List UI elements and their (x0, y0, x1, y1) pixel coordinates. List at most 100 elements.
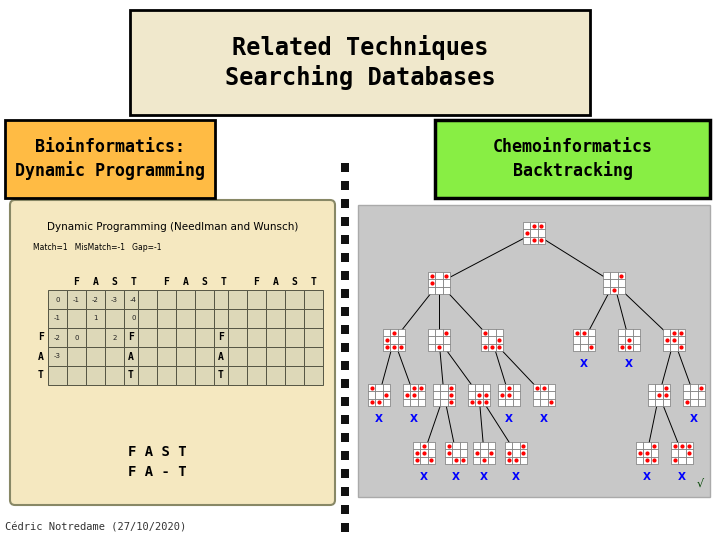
Bar (662, 392, 670, 399)
Bar (580, 336, 588, 343)
Bar (86, 309, 105, 328)
Text: Dynamic Programming (Needlman and Wunsch): Dynamic Programming (Needlman and Wunsch… (47, 222, 298, 232)
Bar (573, 343, 580, 351)
Bar (138, 347, 157, 366)
Text: X: X (410, 414, 418, 424)
Bar (448, 399, 455, 406)
Bar (611, 272, 618, 279)
Bar (214, 309, 233, 328)
Text: Chemoinformatics
Backtracking: Chemoinformatics Backtracking (492, 138, 652, 180)
Bar (157, 366, 176, 385)
Bar (603, 279, 611, 287)
Bar (481, 343, 488, 351)
Bar (48, 290, 67, 309)
Bar (588, 329, 595, 336)
Bar (488, 336, 495, 343)
Text: T: T (310, 277, 316, 287)
Bar (195, 328, 214, 347)
Bar (618, 287, 625, 294)
Bar (445, 457, 452, 464)
Bar (428, 336, 436, 343)
Bar (633, 343, 640, 351)
Bar (266, 290, 285, 309)
Bar (228, 309, 247, 328)
Bar (626, 343, 633, 351)
Text: -3: -3 (111, 296, 118, 302)
Bar (487, 457, 495, 464)
Bar (266, 347, 285, 366)
Bar (157, 328, 176, 347)
Text: A: A (38, 352, 44, 361)
Bar (481, 336, 488, 343)
Bar (523, 237, 531, 244)
Bar (482, 399, 490, 406)
Bar (678, 329, 685, 336)
Bar (304, 290, 323, 309)
Bar (683, 399, 690, 406)
Bar (678, 442, 685, 449)
Bar (341, 217, 349, 226)
Bar (505, 399, 513, 406)
Bar (475, 392, 482, 399)
Bar (285, 309, 304, 328)
Bar (436, 279, 443, 287)
Bar (698, 384, 705, 392)
Bar (685, 457, 693, 464)
Bar (428, 272, 436, 279)
Bar (468, 384, 475, 392)
Bar (443, 287, 450, 294)
Bar (368, 392, 375, 399)
Bar (498, 384, 505, 392)
Bar (520, 442, 527, 449)
Bar (452, 442, 459, 449)
Bar (436, 287, 443, 294)
Bar (473, 442, 480, 449)
Text: 0: 0 (131, 315, 136, 321)
Bar (403, 384, 410, 392)
Bar (611, 287, 618, 294)
Bar (176, 347, 195, 366)
Bar (481, 329, 488, 336)
Text: T: T (38, 370, 44, 381)
Text: S: S (292, 277, 297, 287)
Bar (538, 222, 545, 230)
Bar (433, 384, 441, 392)
Text: X: X (580, 359, 588, 369)
Bar (531, 222, 538, 230)
Bar (475, 399, 482, 406)
Bar (420, 457, 428, 464)
Bar (603, 272, 611, 279)
Bar (670, 336, 678, 343)
Bar (448, 384, 455, 392)
Bar (436, 329, 443, 336)
Bar (247, 366, 266, 385)
Bar (341, 379, 349, 388)
Bar (452, 457, 459, 464)
Bar (341, 415, 349, 424)
Bar (488, 329, 495, 336)
Bar (413, 457, 420, 464)
Bar (247, 290, 266, 309)
Bar (304, 309, 323, 328)
Bar (124, 309, 143, 328)
Bar (482, 384, 490, 392)
Bar (341, 253, 349, 262)
Bar (285, 366, 304, 385)
Bar (105, 290, 124, 309)
Text: √: √ (696, 479, 703, 489)
Bar (648, 399, 655, 406)
Bar (390, 336, 397, 343)
Bar (651, 442, 658, 449)
Bar (523, 230, 531, 237)
Bar (435, 120, 710, 198)
Bar (86, 290, 105, 309)
Bar (513, 399, 520, 406)
Bar (663, 343, 670, 351)
Bar (648, 392, 655, 399)
Bar (433, 399, 441, 406)
Bar (459, 449, 467, 457)
Bar (540, 399, 548, 406)
Bar (618, 272, 625, 279)
Bar (690, 399, 698, 406)
Bar (618, 329, 626, 336)
